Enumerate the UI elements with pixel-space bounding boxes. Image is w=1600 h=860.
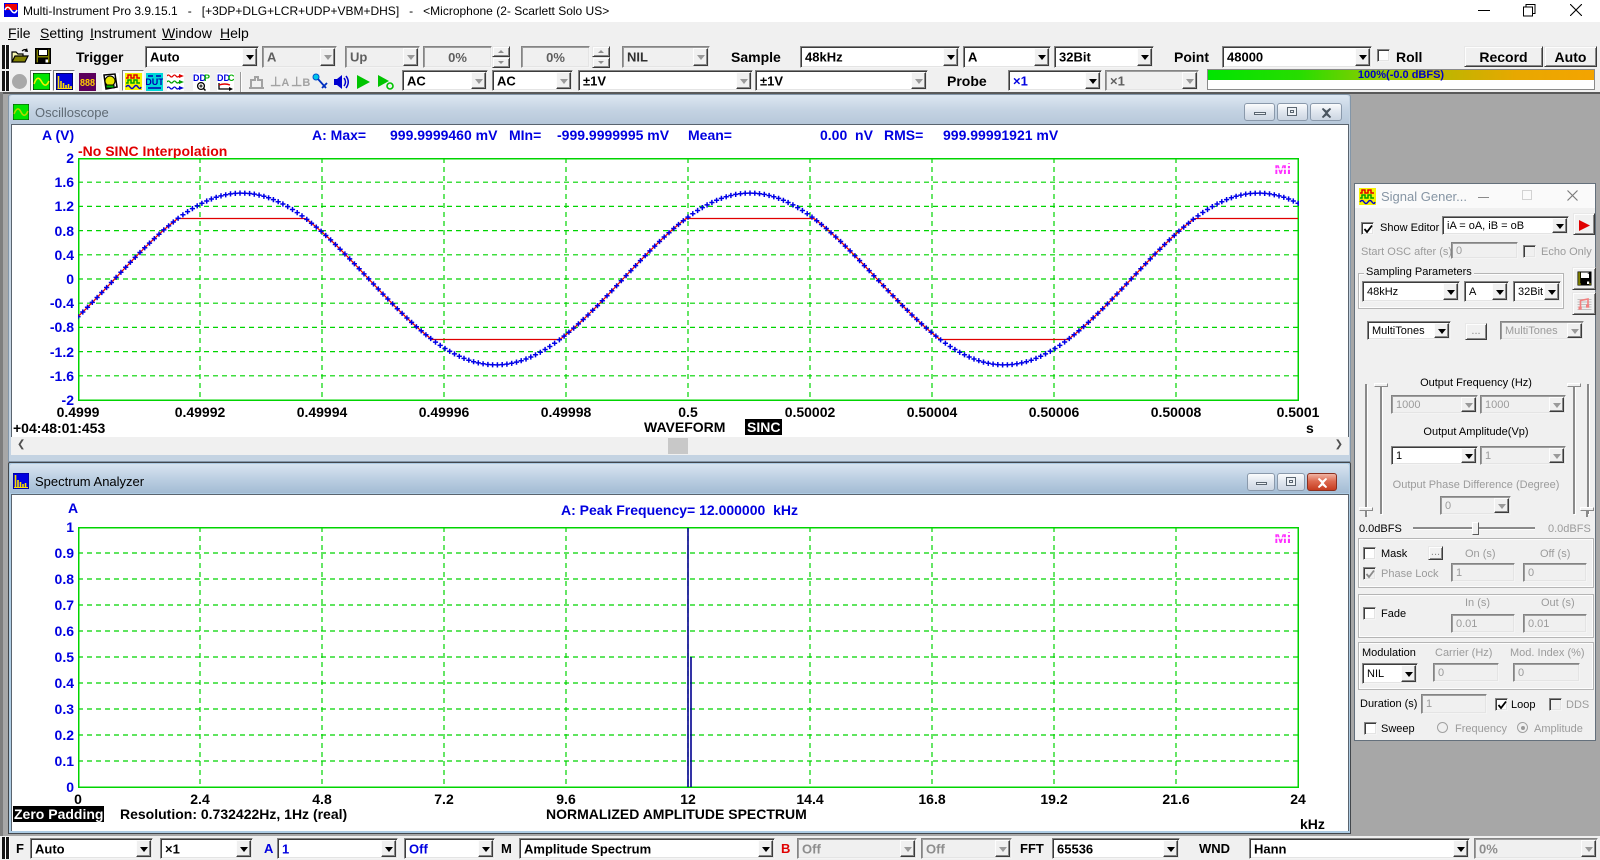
svg-text:888: 888 [80, 77, 95, 89]
svg-text:DD: DD [193, 73, 206, 83]
svg-text:C: C [228, 73, 234, 83]
svg-text:P: P [204, 73, 210, 83]
svg-text:DUT: DUT [146, 77, 163, 87]
svg-text:DD: DD [217, 73, 230, 83]
